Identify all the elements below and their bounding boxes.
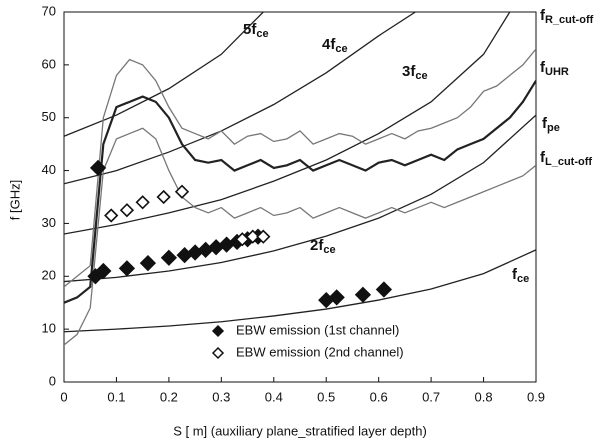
plot-frame (63, 11, 537, 383)
y-tick-label: 10 (42, 321, 56, 336)
y-tick-label: 70 (42, 3, 56, 18)
diamond (328, 289, 345, 306)
curve-label-main: 4f (322, 36, 336, 53)
y-tick-label: 60 (42, 56, 56, 71)
y-axis-label: f [GHz] (7, 180, 22, 220)
plot-area (64, 12, 536, 346)
curve-label: fL_cut-off (540, 149, 592, 168)
curve (64, 80, 536, 304)
curve-label: fUHR (540, 59, 569, 78)
x-tick-label: 0.4 (265, 389, 283, 404)
diamond (89, 159, 107, 177)
annotation-main: f (542, 115, 548, 132)
diamond (375, 281, 393, 298)
annotation-sub: pe (547, 122, 560, 134)
diamond (160, 249, 178, 266)
x-tick-label: 0 (60, 389, 67, 404)
diamond (139, 254, 157, 272)
curve-label-sub: R_cut-off (545, 14, 594, 26)
curve-label-main: f (540, 59, 546, 76)
y-tick-label: 20 (42, 268, 56, 283)
diamond (104, 208, 119, 223)
diamond (354, 286, 372, 303)
x-tick-label: 0.8 (475, 389, 493, 404)
diamond (118, 260, 136, 277)
curve (64, 249, 536, 333)
curve-label-sub: ce (415, 70, 427, 82)
x-tick-label: 0.1 (107, 389, 125, 404)
diamond (95, 262, 112, 280)
diamond (135, 195, 150, 210)
diamond (119, 203, 135, 218)
diamond (245, 229, 260, 244)
curve-label-sub: ce (517, 273, 529, 285)
curve-label: 4fce (322, 36, 348, 55)
x-axis-label: S [ m] (auxiliary plane_stratified layer… (173, 423, 427, 438)
legend-label: EBW emission (2nd channel) (236, 344, 404, 359)
curve-label-main: 2f (310, 237, 324, 254)
curve-label: 5fce (243, 21, 269, 40)
curve (64, 12, 416, 185)
x-tick-label: 0.6 (370, 389, 388, 404)
curve (64, 114, 536, 283)
curve-label-sub: UHR (545, 66, 569, 78)
curve-label-sub: ce (256, 28, 268, 40)
x-tick-label: 0.2 (160, 389, 178, 404)
curve-label-main: 5f (243, 21, 257, 38)
y-tick-label: 0 (49, 373, 56, 388)
x-tick-label: 0.3 (212, 389, 230, 404)
x-tick-label: 0.7 (422, 389, 440, 404)
curve-label: fce (512, 266, 529, 285)
curve-label-sub: ce (323, 244, 335, 256)
y-tick-label: 30 (42, 215, 56, 230)
diamond (256, 229, 271, 244)
annotation: fpe (542, 115, 560, 134)
legend-marker (211, 324, 225, 338)
legend-marker (211, 346, 225, 360)
diamond (174, 184, 190, 199)
diamond (156, 189, 171, 205)
curve (64, 48, 536, 288)
curve (64, 12, 511, 235)
curve-label-sub: ce (335, 43, 347, 55)
x-tick-label: 0.9 (527, 389, 545, 404)
curve-label-main: f (540, 149, 546, 166)
curve-label-sub: L_cut-off (545, 156, 592, 168)
x-tick-label: 0.5 (317, 389, 335, 404)
curve-label: fR_cut-off (540, 7, 594, 26)
y-tick-label: 40 (42, 162, 56, 177)
curve-label-main: f (540, 7, 546, 24)
legend-label: EBW emission (1st channel) (236, 322, 399, 337)
y-tick-label: 50 (42, 109, 56, 124)
curve (64, 127, 536, 346)
curve (64, 12, 264, 137)
curve-label: 2fce (310, 237, 336, 256)
curve-label-main: 3f (402, 63, 416, 80)
curve-label-main: f (512, 266, 518, 283)
curve-label: 3fce (402, 63, 428, 82)
diamond (235, 232, 250, 247)
